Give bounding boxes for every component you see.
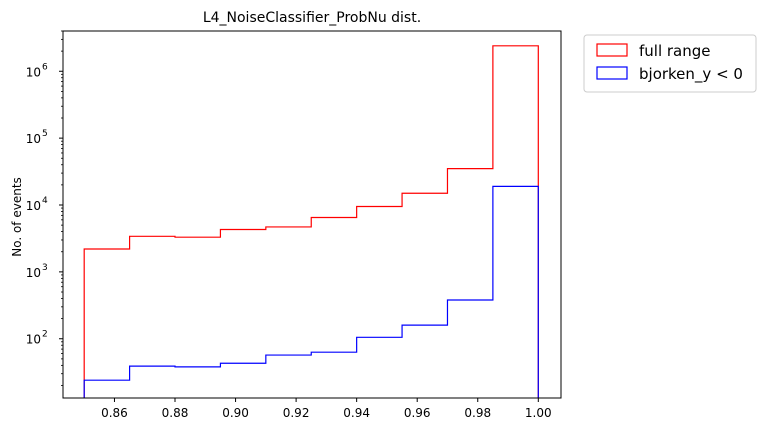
histogram-bin	[402, 325, 447, 398]
x-tick-label: 0.86	[101, 406, 128, 420]
y-tick-exponent: 2	[42, 330, 48, 340]
legend-label: bjorken_y < 0	[639, 65, 743, 84]
y-tick-exponent: 5	[42, 129, 48, 139]
y-tick-exponent: 6	[42, 62, 48, 72]
histogram-bin	[357, 337, 402, 398]
chart-title: L4_NoiseClassifier_ProbNu dist.	[203, 10, 421, 26]
series-1	[83, 185, 539, 398]
histogram-step-1	[83, 185, 539, 398]
y-tick-label: 10	[26, 132, 41, 146]
legend-swatch	[596, 43, 628, 57]
y-tick-exponent: 3	[42, 263, 48, 273]
y-tick-label: 10	[26, 266, 41, 280]
histogram-bin	[220, 363, 265, 398]
x-tick-label: 0.96	[404, 406, 431, 420]
x-tick-label: 0.94	[343, 406, 370, 420]
y-tick-label: 10	[26, 199, 41, 213]
histogram-bin	[311, 352, 356, 398]
x-tick-label: 0.98	[464, 406, 491, 420]
axes-frame	[62, 30, 562, 399]
y-tick-label: 10	[26, 333, 41, 347]
histogram-bin	[266, 355, 311, 398]
histogram-bin	[130, 366, 175, 398]
x-tick-label: 1.00	[525, 406, 552, 420]
histogram-bin	[175, 367, 220, 398]
histogram-bin	[493, 186, 538, 398]
histogram-bin	[447, 300, 492, 398]
legend-swatch	[596, 66, 628, 80]
histogram-bin	[84, 380, 129, 398]
legend-label: full range	[639, 42, 711, 60]
x-tick-label: 0.92	[283, 406, 310, 420]
y-tick-exponent: 4	[42, 196, 48, 206]
x-tick-label: 0.88	[162, 406, 189, 420]
histogram-step-0	[83, 45, 539, 398]
x-tick-label: 0.90	[222, 406, 249, 420]
histogram-bin	[84, 249, 129, 398]
y-tick-label: 10	[26, 65, 41, 79]
y-axis-label: No. of events	[10, 177, 24, 257]
legend: full range bjorken_y < 0	[583, 34, 757, 93]
series-0	[83, 45, 539, 398]
